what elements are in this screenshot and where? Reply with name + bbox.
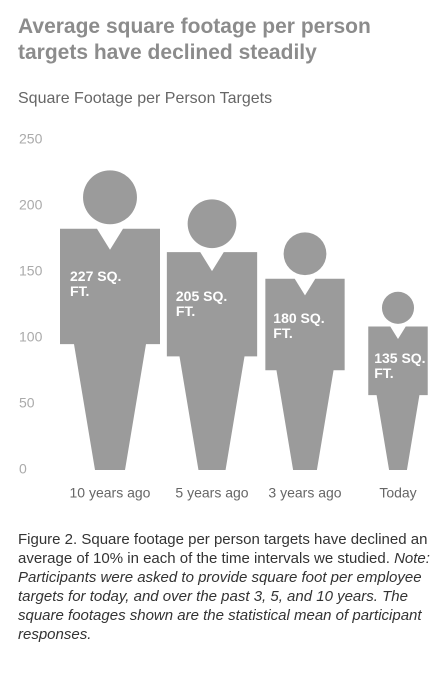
x-tick-label: 5 years ago bbox=[175, 485, 248, 501]
chart: 0 50 100 150 200 250 10 years ago 5 years ago 3 … bbox=[19, 131, 428, 501]
y-tick-label: 50 bbox=[19, 395, 35, 411]
value-label: 180 SQ. FT. bbox=[273, 309, 325, 341]
value-label: 227 SQ. FT. bbox=[70, 268, 122, 300]
person-figure bbox=[368, 291, 428, 470]
y-tick-label: 100 bbox=[19, 329, 43, 345]
x-tick-label: Today bbox=[379, 485, 416, 501]
y-tick-label: 150 bbox=[19, 263, 43, 279]
person-figure bbox=[265, 232, 345, 470]
value-label: 135 SQ. FT. bbox=[374, 349, 426, 381]
caption: Figure 2. Square footage per person targ… bbox=[18, 530, 433, 644]
x-tick-label: 3 years ago bbox=[268, 485, 341, 501]
y-tick-label: 250 bbox=[19, 131, 43, 147]
x-tick-label: 10 years ago bbox=[70, 485, 151, 501]
y-tick-label: 0 bbox=[19, 461, 27, 477]
y-tick-label: 200 bbox=[19, 197, 43, 213]
chart-title: Average square footage per person target… bbox=[18, 15, 371, 64]
caption-text: Figure 2. Square footage per person targ… bbox=[18, 531, 428, 567]
person-figure bbox=[60, 170, 160, 470]
chart-subtitle: Square Footage per Person Targets bbox=[18, 90, 273, 107]
caption-note: Note: Participants were asked to provide… bbox=[18, 550, 430, 643]
person-figure bbox=[166, 199, 258, 470]
value-label: 205 SQ. FT. bbox=[175, 287, 228, 319]
